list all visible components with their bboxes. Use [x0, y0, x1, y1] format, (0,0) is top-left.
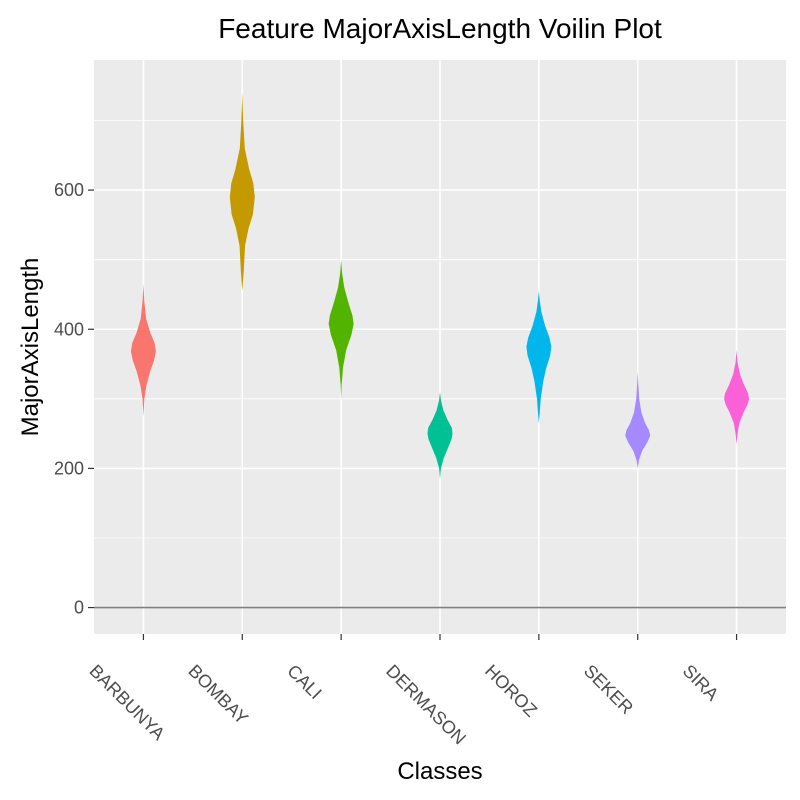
violins	[130, 92, 750, 479]
violin-horoz	[526, 290, 552, 424]
x-tick-label-cali: CALI	[283, 661, 325, 703]
x-tick-label-barbunya: BARBUNYA	[86, 661, 169, 744]
x-tick-label-bombay: BOMBAY	[184, 661, 252, 729]
x-tick-label-seker: SEKER	[580, 661, 637, 718]
violin-barbunya	[130, 284, 156, 417]
violin-dermason	[427, 391, 453, 479]
y-axis: 0 200 400 600	[54, 180, 94, 618]
y-tick-label: 0	[74, 598, 84, 618]
violin-sira	[724, 350, 750, 445]
chart-title: Feature MajorAxisLength Voilin Plot	[218, 13, 662, 44]
x-tick-label-sira: SIRA	[679, 661, 723, 705]
x-tick-label-dermason: DERMASON	[382, 661, 470, 749]
y-tick-label: 400	[54, 319, 84, 339]
violin-seker	[625, 371, 651, 469]
y-tick-label: 200	[54, 458, 84, 478]
violin-cali	[328, 259, 354, 401]
violin-bombay	[229, 92, 255, 291]
y-axis-title: MajorAxisLength	[17, 258, 44, 437]
x-axis-title: Classes	[397, 758, 482, 785]
x-tick-label-horoz: HOROZ	[481, 661, 541, 721]
y-tick-label: 600	[54, 180, 84, 200]
x-axis: BARBUNYA BOMBAY CALI DERMASON HOROZ SEKER SIRA	[86, 634, 738, 749]
